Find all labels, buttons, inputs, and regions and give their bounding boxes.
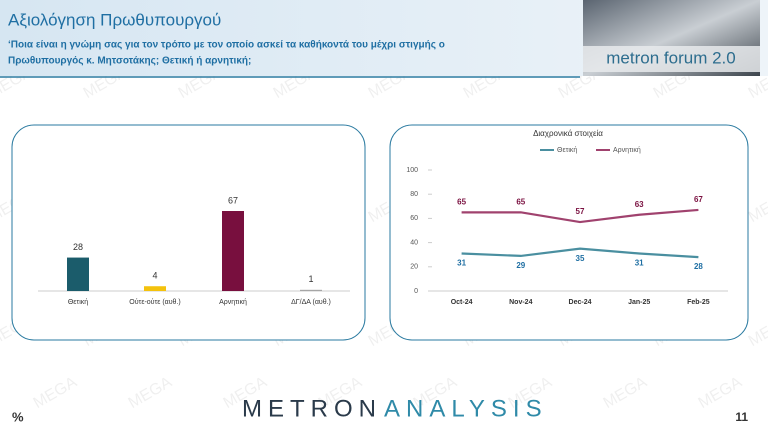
- question: Πρωθυπουργός κ. Μητσοτάκης; Θετική ή αρν…: [8, 56, 251, 67]
- charts: 28 Θετική 4 Ούτε-ούτε (αυθ.) 67 Αρνητική 1 ΔΓ/Δ…: [38, 129, 728, 306]
- y-tick-label: 60: [410, 215, 418, 222]
- value-label: 29: [516, 261, 525, 270]
- bar: [144, 286, 166, 291]
- title: Αξιολόγηση Πρωθυπουργού: [8, 10, 221, 29]
- logo-text: metron forum 2.0: [606, 48, 735, 67]
- unit: %: [12, 409, 24, 424]
- chart-title: Διαχρονικά στοιχεία: [533, 129, 603, 138]
- series-line: [461, 247, 699, 259]
- value-label: 31: [457, 259, 466, 268]
- value-label: 65: [457, 197, 466, 206]
- y-tick-label: 20: [410, 264, 418, 271]
- x-tick-label: Nov-24: [509, 299, 532, 306]
- x-tick-label: Θετική: [68, 299, 88, 306]
- value-label: 67: [228, 195, 238, 205]
- series-line: [461, 208, 699, 224]
- y-tick-label: 100: [406, 167, 418, 174]
- y-tick-label: 40: [410, 239, 418, 246]
- x-tick-label: Ούτε-ούτε (αυθ.): [129, 298, 180, 306]
- page-number: 11: [735, 410, 748, 424]
- y-tick-label: 0: [414, 288, 418, 295]
- value-label: 28: [73, 242, 83, 252]
- logo-strip: [583, 46, 760, 72]
- x-tick-label: Jan-25: [628, 299, 650, 306]
- value-label: 63: [635, 200, 644, 209]
- value-label: 4: [152, 271, 157, 281]
- x-tick-label: ΔΓ/ΔΑ (αυθ.): [291, 299, 331, 306]
- value-label: 57: [576, 207, 585, 216]
- x-tick-label: Feb-25: [687, 299, 710, 306]
- value-label: 31: [635, 259, 644, 268]
- value-label: 35: [576, 254, 585, 263]
- value-label: 1: [308, 274, 313, 284]
- x-tick-label: Oct-24: [451, 299, 473, 306]
- bar: [300, 289, 322, 291]
- panel: [389, 124, 749, 341]
- legend-label: Θετική: [557, 147, 577, 154]
- bar: [222, 211, 244, 291]
- bar: [67, 257, 89, 291]
- question: ‘Ποια είναι η γνώμη σας για τον τρόπο με…: [8, 40, 445, 51]
- x-tick-label: Dec-24: [569, 299, 592, 306]
- value-label: 65: [516, 197, 525, 206]
- brand: ANALYSIS: [384, 395, 548, 422]
- x-tick-label: Αρνητική: [219, 299, 247, 306]
- legend-label: Αρνητική: [613, 147, 641, 154]
- panel: [11, 124, 366, 341]
- y-tick-label: 80: [410, 191, 418, 198]
- brand: METRON: [242, 395, 382, 422]
- value-label: 67: [694, 195, 703, 204]
- value-label: 28: [694, 262, 703, 271]
